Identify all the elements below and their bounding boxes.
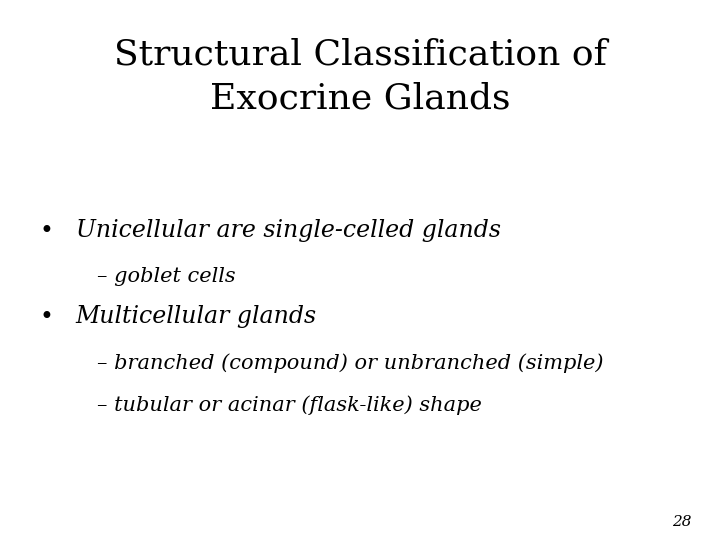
Text: 28: 28 (672, 515, 691, 529)
Text: Multicellular glands: Multicellular glands (76, 305, 317, 328)
Text: •: • (40, 305, 54, 329)
Text: •: • (40, 219, 54, 242)
Text: – tubular or acinar (flask-like) shape: – tubular or acinar (flask-like) shape (97, 395, 482, 415)
Text: Unicellular are single-celled glands: Unicellular are single-celled glands (76, 219, 500, 242)
Text: – goblet cells: – goblet cells (97, 267, 236, 286)
Text: – branched (compound) or unbranched (simple): – branched (compound) or unbranched (sim… (97, 354, 603, 373)
Text: Structural Classification of
Exocrine Glands: Structural Classification of Exocrine Gl… (114, 38, 606, 115)
